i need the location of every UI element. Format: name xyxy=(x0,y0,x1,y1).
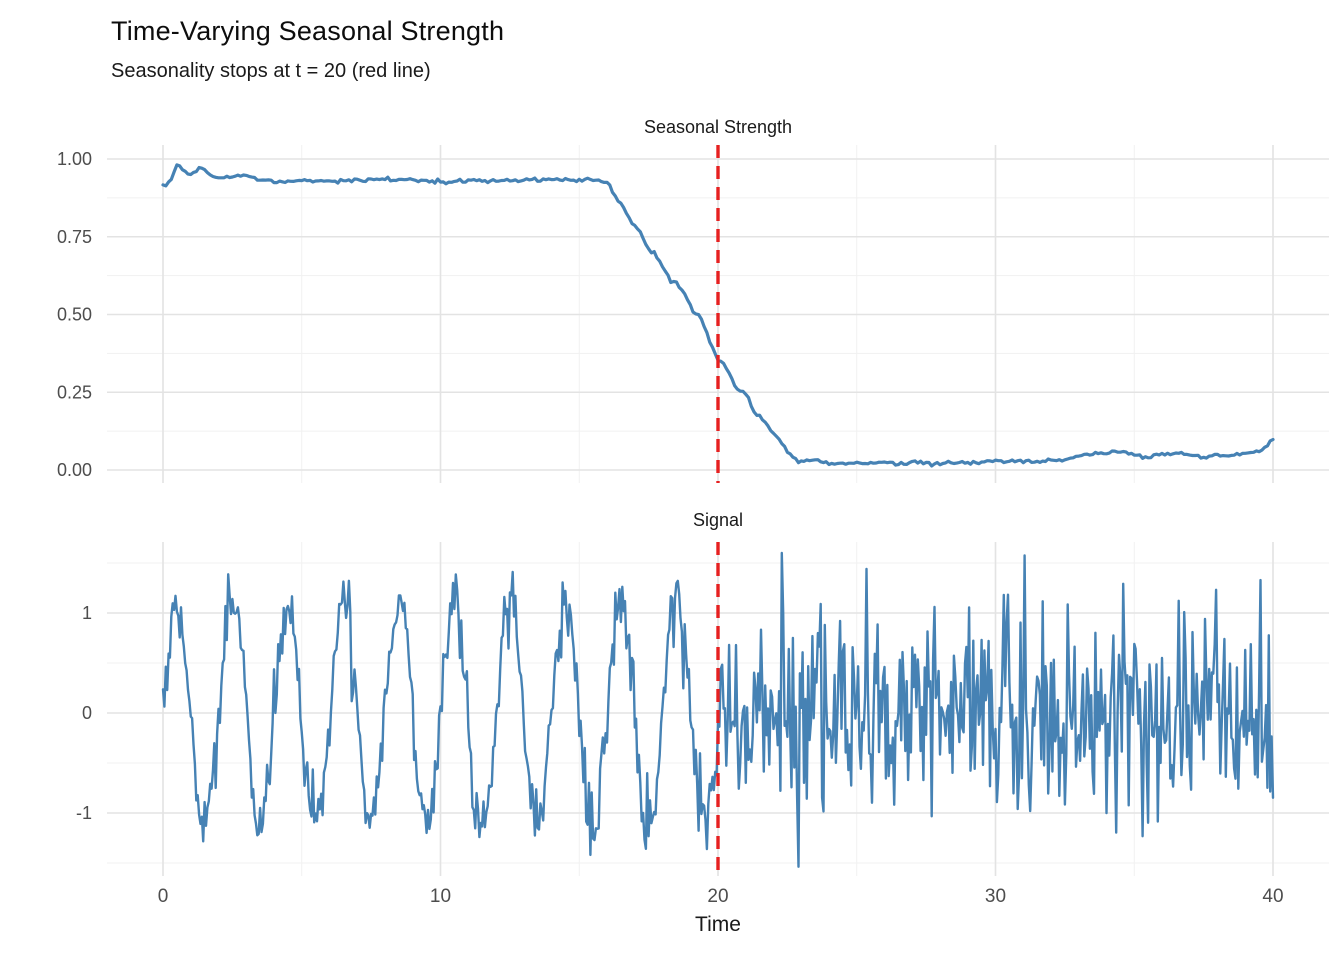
y-tick-label: 0.50 xyxy=(57,305,92,325)
panel-title-signal: Signal xyxy=(692,510,744,530)
chart-title: Time-Varying Seasonal Strength xyxy=(111,16,505,46)
y-tick-label: 0 xyxy=(82,703,92,723)
x-tick-label: 30 xyxy=(985,886,1006,907)
x-tick-label: 10 xyxy=(430,886,451,907)
y-tick-label: 0.00 xyxy=(57,460,92,480)
y-tick-label: 1 xyxy=(82,603,92,623)
panel-title-seasonal-strength: Seasonal Strength xyxy=(643,117,793,137)
y-tick-label: -1 xyxy=(76,803,92,823)
chart-subtitle: Seasonality stops at t = 20 (red line) xyxy=(111,60,431,82)
y-tick-label: 0.75 xyxy=(57,227,92,247)
x-tick-label: 40 xyxy=(1262,886,1283,907)
y-tick-label: 0.25 xyxy=(57,382,92,402)
y-tick-label: 1.00 xyxy=(57,149,92,169)
x-axis-title: Time xyxy=(695,913,741,936)
x-tick-label: 20 xyxy=(707,886,728,907)
x-tick-label: 0 xyxy=(158,886,169,907)
